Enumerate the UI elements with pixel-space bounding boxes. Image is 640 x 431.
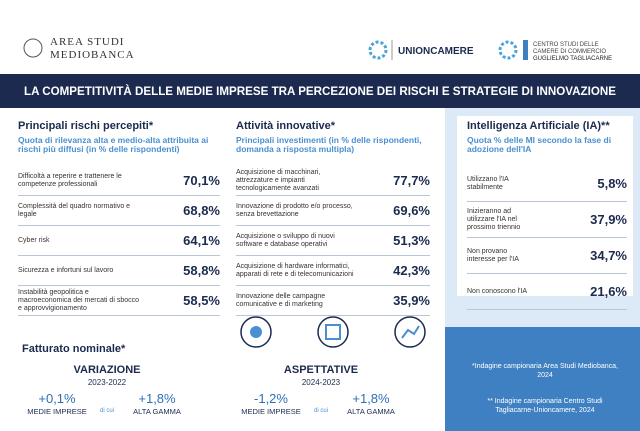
- item-row: Instabilità geopolitica e macroeconomica…: [18, 286, 220, 316]
- revenue-block: VARIAZIONE 2023-2022 +0,1% MEDIE IMPRESE di …: [22, 364, 192, 424]
- item-value: 69,6%: [393, 203, 430, 218]
- block-period: 2023-2022: [87, 378, 127, 387]
- right-label: ALTA GAMMA: [133, 407, 181, 416]
- item-row: Acquisizione di macchinari, attrezzature…: [236, 166, 430, 196]
- left-value: -1,2%: [254, 391, 288, 406]
- item-label: Acquisizione o sviluppo di nuovi softwar…: [236, 232, 335, 248]
- column-title: Attività innovative*: [236, 120, 336, 132]
- item-value: 70,1%: [183, 173, 220, 188]
- revenue-block: ASPETTATIVE 2024-2023 -1,2% MEDIE IMPRESE di…: [236, 364, 406, 424]
- block-period: 2024-2023: [301, 378, 341, 387]
- icons: [240, 316, 426, 348]
- item-value: 37,9%: [590, 212, 627, 227]
- block-title: VARIAZIONE: [73, 364, 141, 376]
- item-label: Acquisizione di hardware informatici, ap…: [236, 262, 354, 278]
- logo-icon: [523, 40, 528, 60]
- left-value: +0,1%: [38, 391, 76, 406]
- item-row: Innovazione di prodotto e/o processo, se…: [236, 196, 430, 226]
- item-label: Inizieranno ad utilizzare l'IA nel pross…: [467, 207, 521, 231]
- item-row: Complessità del quadro normativo e legal…: [18, 196, 220, 226]
- column-title: Intelligenza Artificiale (IA)**: [467, 120, 610, 132]
- connector: di cui: [99, 408, 114, 414]
- right-value: +1,8%: [138, 391, 176, 406]
- logo-text: GUGLIELMO TAGLIACARNE: [533, 56, 612, 62]
- item-row: Difficoltà a reperire e trattenere le co…: [18, 166, 220, 196]
- logos: AREA STUDI MEDIOBANCA UNIONCAMERE CENTRO…: [23, 36, 612, 62]
- note: *Indagine campionaria Area Studi Medioba…: [472, 363, 618, 379]
- block-title: ASPETTATIVE: [283, 364, 359, 376]
- item-label: Acquisizione di macchinari, attrezzature…: [236, 168, 321, 192]
- item-row: Innovazione delle campagne comunicative …: [236, 286, 430, 316]
- item-row: Inizieranno ad utilizzare l'IA nel pross…: [467, 202, 627, 238]
- item-value: 58,8%: [183, 263, 220, 278]
- connector: di cui: [313, 408, 328, 414]
- item-label: Complessità del quadro normativo e legal…: [18, 202, 131, 218]
- item-value: 34,7%: [590, 248, 627, 263]
- right-value: +1,8%: [352, 391, 390, 406]
- item-label: Innovazione di prodotto e/o processo, se…: [236, 202, 353, 218]
- logo-text: AREA STUDI: [50, 36, 124, 48]
- item-label: Innovazione delle campagne comunicative …: [236, 292, 326, 308]
- logo-text: MEDIOBANCA: [50, 49, 135, 61]
- left-label: MEDIE IMPRESE: [27, 407, 87, 416]
- ai-card: [457, 116, 633, 296]
- item-label: Non conoscono l'IA: [467, 287, 528, 295]
- item-value: 42,3%: [393, 263, 430, 278]
- item-label: Non provano interesse per l'IA: [467, 247, 519, 263]
- right-label: ALTA GAMMA: [347, 407, 395, 416]
- item-label: Sicurezza e infortuni sul lavoro: [18, 266, 114, 274]
- item-value: 21,6%: [590, 284, 627, 299]
- item-value: 58,5%: [183, 293, 220, 308]
- logo-text: UNIONCAMERE: [398, 46, 474, 57]
- banner: LA COMPETITIVITÀ DELLE MEDIE IMPRESE TRA…: [0, 74, 640, 108]
- logo-icon: [23, 38, 43, 58]
- risks-column: Principali rischi percepiti* Quota di ril…: [18, 120, 220, 316]
- item-value: 51,3%: [393, 233, 430, 248]
- item-value: 35,9%: [393, 293, 430, 308]
- notes-box: [445, 327, 640, 431]
- note: ** Indagine campionaria Centro Studi Tag…: [487, 398, 603, 414]
- column-title: Principali rischi percepiti*: [18, 120, 154, 132]
- revenue-title: Fatturato nominale*: [22, 343, 126, 355]
- logo-text: CAMERE DI COMMERCIO: [533, 49, 606, 55]
- left-label: MEDIE IMPRESE: [241, 407, 301, 416]
- item-row: Acquisizione o sviluppo di nuovi softwar…: [236, 226, 430, 256]
- item-label: Cyber risk: [18, 236, 50, 244]
- logo-icon: [498, 40, 518, 60]
- item-row: Non provano interesse per l'IA 34,7%: [467, 238, 627, 274]
- item-row: Acquisizione di hardware informatici, ap…: [236, 256, 430, 286]
- item-value: 64,1%: [183, 233, 220, 248]
- icon: [240, 316, 272, 348]
- column-subtitle: Quota % delle MI secondo la fase di adoz…: [467, 135, 612, 154]
- item-row: Cyber risk 64,1%: [18, 226, 220, 256]
- column-subtitle: Principali investimenti (in % delle risp…: [236, 135, 422, 154]
- item-label: Instabilità geopolitica e macroeconomica…: [18, 288, 139, 312]
- item-value: 77,7%: [393, 173, 430, 188]
- item-label: Difficoltà a reperire e trattenere le co…: [18, 172, 122, 188]
- icon: [317, 316, 349, 348]
- item-value: 68,8%: [183, 203, 220, 218]
- item-row: Non conoscono l'IA 21,6%: [467, 274, 627, 310]
- ai-column: Intelligenza Artificiale (IA)** Quota % d…: [467, 120, 627, 310]
- innovation-column: Attività innovative* Principali investime…: [236, 120, 430, 316]
- icon: [394, 316, 426, 348]
- column-subtitle: Quota di rilevanza alta e medio-alta att…: [18, 135, 209, 154]
- logo-text: CENTRO STUDI DELLE: [533, 42, 599, 48]
- icon: [325, 324, 341, 340]
- item-row: Sicurezza e infortuni sul lavoro 58,8%: [18, 256, 220, 286]
- item-row: Utilizzano l'IA stabilmente 5,8%: [467, 166, 627, 202]
- logo-icon: [368, 40, 388, 60]
- item-value: 5,8%: [597, 176, 627, 191]
- icon: [401, 325, 420, 339]
- item-label: Utilizzano l'IA stabilmente: [467, 175, 509, 191]
- icon: [250, 326, 262, 338]
